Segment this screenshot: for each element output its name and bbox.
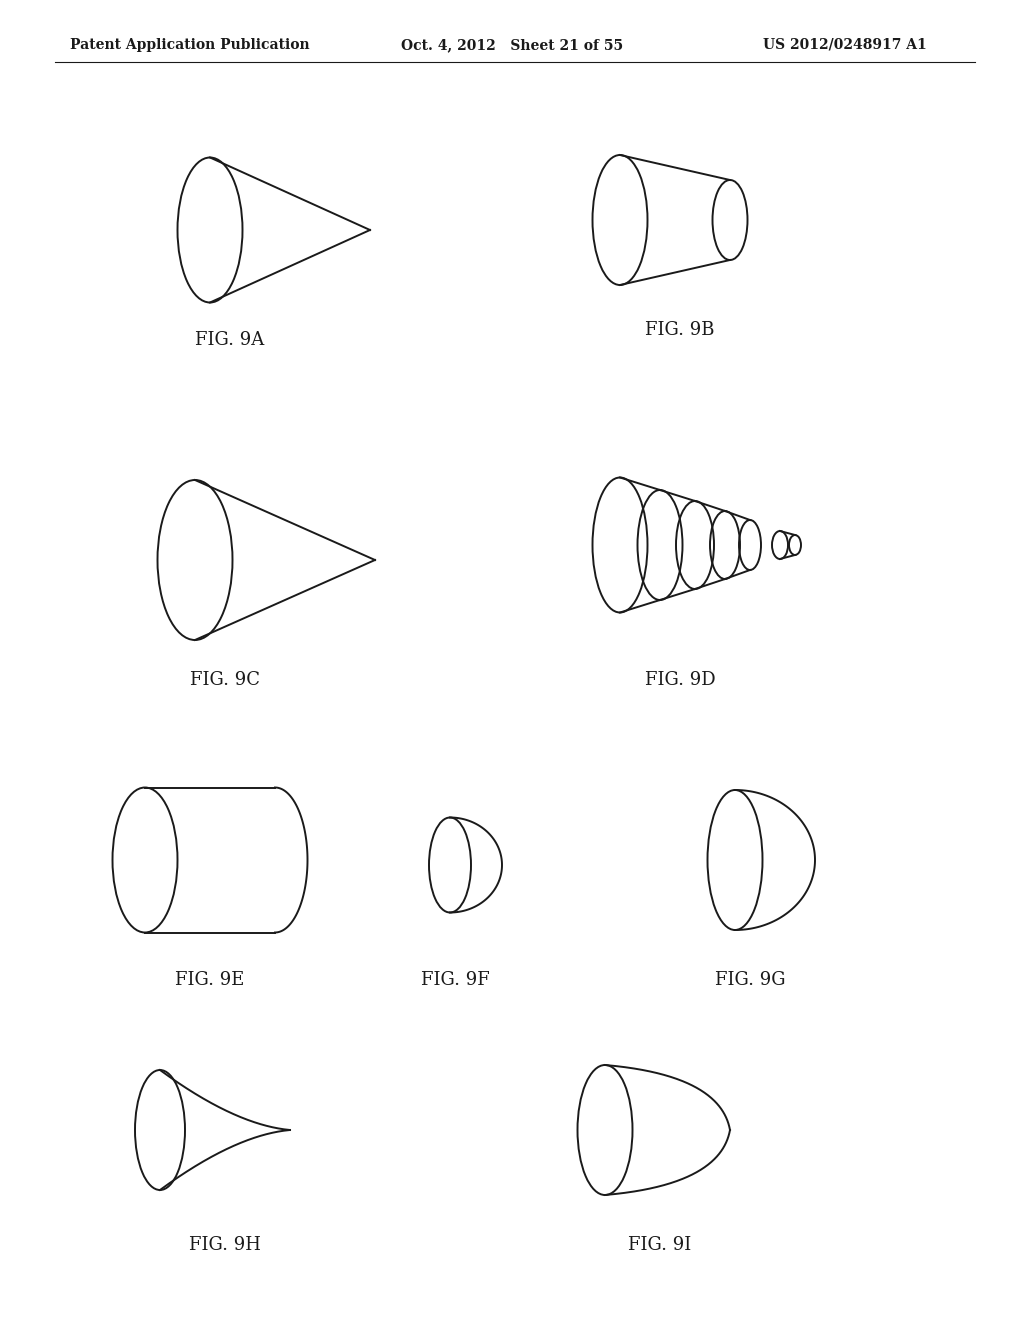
Text: FIG. 9D: FIG. 9D: [645, 671, 716, 689]
Text: FIG. 9F: FIG. 9F: [421, 972, 489, 989]
Text: Patent Application Publication: Patent Application Publication: [71, 38, 310, 51]
Text: FIG. 9G: FIG. 9G: [715, 972, 785, 989]
Text: FIG. 9E: FIG. 9E: [175, 972, 245, 989]
Text: FIG. 9H: FIG. 9H: [189, 1236, 261, 1254]
Text: FIG. 9I: FIG. 9I: [629, 1236, 691, 1254]
Text: US 2012/0248917 A1: US 2012/0248917 A1: [763, 38, 927, 51]
Text: FIG. 9A: FIG. 9A: [196, 331, 264, 348]
Text: FIG. 9B: FIG. 9B: [645, 321, 715, 339]
Text: FIG. 9C: FIG. 9C: [190, 671, 260, 689]
Text: Oct. 4, 2012   Sheet 21 of 55: Oct. 4, 2012 Sheet 21 of 55: [401, 38, 623, 51]
